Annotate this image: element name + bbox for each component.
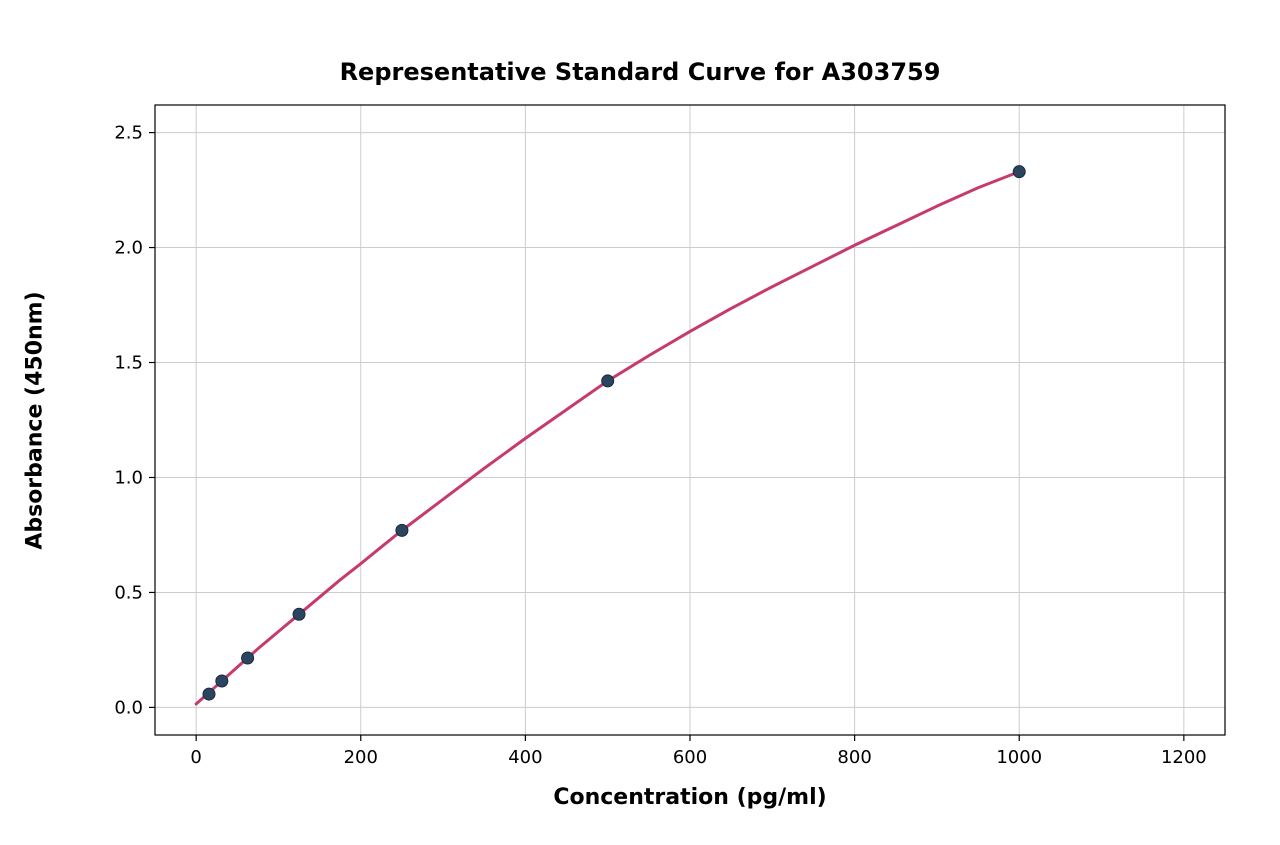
- plot-area: 0 200 400 600 800 1000 1200 0.0 0.5 1.0 1.5 2.0 2.5: [0, 0, 1280, 845]
- y-tick-label: 0.5: [114, 582, 143, 603]
- x-tick-label: 1000: [996, 747, 1042, 768]
- x-tick-label: 0: [190, 747, 201, 768]
- y-tick-label: 1.0: [114, 467, 143, 488]
- data-point-marker: [203, 688, 215, 700]
- x-tick-label: 600: [673, 747, 707, 768]
- data-point-marker: [1013, 166, 1025, 178]
- x-tick-label: 800: [837, 747, 871, 768]
- x-tick-label: 1200: [1161, 747, 1207, 768]
- data-point-marker: [602, 375, 614, 387]
- y-tick-label: 0.0: [114, 697, 143, 718]
- data-point-marker: [396, 524, 408, 536]
- y-tick-label: 1.5: [114, 353, 143, 374]
- y-tick-label: 2.0: [114, 238, 143, 259]
- data-point-marker: [242, 652, 254, 664]
- fitted-curve: [196, 172, 1019, 704]
- x-tick-label: 400: [508, 747, 542, 768]
- y-tick-label: 2.5: [114, 123, 143, 144]
- chart-container: Representative Standard Curve for A30375…: [0, 0, 1280, 845]
- data-point-marker: [293, 608, 305, 620]
- data-point-marker: [216, 675, 228, 687]
- x-tick-label: 200: [344, 747, 378, 768]
